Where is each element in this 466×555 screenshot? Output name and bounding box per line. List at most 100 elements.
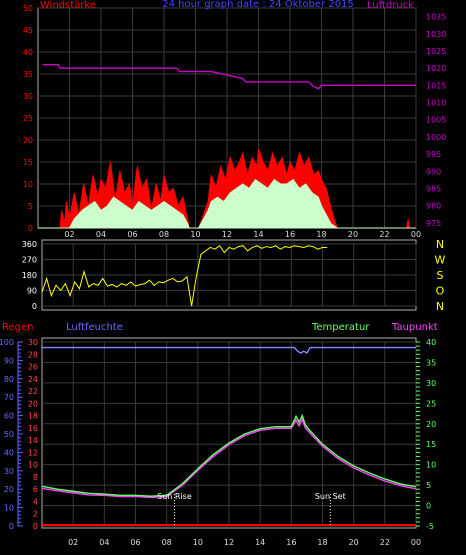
x-tick-label: 16 xyxy=(286,538,296,547)
x-tick-label: 20 xyxy=(349,538,359,547)
secondary-tick-label: 22 xyxy=(28,387,38,396)
secondary-tick-label: 14 xyxy=(28,436,38,445)
direction-tick-label: 360 xyxy=(22,240,37,249)
direction-tick-label: 180 xyxy=(22,271,37,280)
wind-panel-series xyxy=(38,64,416,229)
x-tick-label: 18 xyxy=(317,538,327,547)
humidity-tick-label: 30 xyxy=(4,467,14,476)
compass-label: W xyxy=(435,254,446,267)
pressure-tick-label: 1015 xyxy=(426,81,446,90)
compass-label: N xyxy=(436,300,444,313)
secondary-tick-label: 20 xyxy=(28,399,38,408)
x-tick-label: 08 xyxy=(159,230,169,239)
regen-label: Regen xyxy=(2,322,34,333)
secondary-tick-label: 10 xyxy=(28,461,38,470)
x-tick-label: 02 xyxy=(68,538,78,547)
pressure-tick-label: 995 xyxy=(426,150,441,159)
sun-annotation-label: Sun Set xyxy=(315,492,346,501)
dewpoint-series xyxy=(41,417,417,499)
x-tick-label: 06 xyxy=(130,538,140,547)
secondary-tick-label: 30 xyxy=(28,338,38,347)
x-tick-label: 22 xyxy=(380,538,390,547)
luftfeuchte-label: Luftfeuchte xyxy=(66,322,123,333)
x-tick-label: 10 xyxy=(193,538,203,547)
x-tick-label: 00 xyxy=(411,538,421,547)
compass-label: O xyxy=(436,285,445,298)
humidity-tick-label: 0 xyxy=(9,522,14,531)
humidity-series xyxy=(42,346,416,355)
humidity-tick-label: 80 xyxy=(4,375,14,384)
direction-panel-grid xyxy=(42,243,417,307)
temp-tick-label: -5 xyxy=(426,522,434,531)
temp-tick-label: 25 xyxy=(426,399,436,408)
humidity-tick-label: 50 xyxy=(4,430,14,439)
temp-tick-label: 35 xyxy=(426,358,436,367)
x-tick-label: 22 xyxy=(379,230,389,239)
temp-tick-label: 15 xyxy=(426,440,436,449)
x-tick-label: 00 xyxy=(411,230,421,239)
humidity-tick-label: 60 xyxy=(4,412,14,421)
temp-panel-series xyxy=(41,346,417,526)
temp-tick-label: 10 xyxy=(426,461,436,470)
wind-tick-label: 40 xyxy=(23,48,33,57)
temp-panel-grid xyxy=(42,341,417,527)
pressure-tick-label: 1005 xyxy=(426,116,446,125)
sun-annotations: Sun Rise Sun Set xyxy=(157,492,346,526)
secondary-tick-label: 0 xyxy=(33,522,38,531)
humidity-tick-label: 70 xyxy=(4,393,14,402)
pressure-tick-label: 1030 xyxy=(426,30,446,39)
x-tick-label: 04 xyxy=(99,538,109,547)
pressure-tick-label: 1010 xyxy=(426,99,446,108)
temperatur-label: Temperatur xyxy=(311,322,370,333)
x-tick-label: 08 xyxy=(162,538,172,547)
x-tick-label: 12 xyxy=(222,230,232,239)
wind-tick-label: 35 xyxy=(23,70,33,79)
humidity-tick-label: 10 xyxy=(4,504,14,513)
temp-tick-label: 40 xyxy=(426,338,436,347)
sun-annotation-label: Sun Rise xyxy=(157,492,192,501)
x-tick-label: 04 xyxy=(96,230,106,239)
secondary-tick-label: 16 xyxy=(28,424,38,433)
pressure-tick-label: 1000 xyxy=(426,133,446,142)
direction-tick-label: 270 xyxy=(22,256,37,265)
temperature-right-axis: -5 0 5 10 15 20 25 30 35 40 xyxy=(416,338,436,531)
wind-x-axis: 02 04 06 08 10 12 14 16 18 20 22 00 xyxy=(64,230,421,239)
humidity-tick-label: 40 xyxy=(4,448,14,457)
wind-tick-label: 30 xyxy=(23,92,33,101)
direction-panel-series xyxy=(41,245,328,307)
secondary-tick-label: 2 xyxy=(33,510,38,519)
taupunkt-label: Taupunkt xyxy=(391,322,438,333)
temp-x-axis: 02 04 06 08 10 12 14 16 18 20 22 00 xyxy=(68,538,421,547)
wind-average-series xyxy=(38,178,416,229)
humidity-tick-label: 90 xyxy=(4,356,14,365)
direction-tick-label: 90 xyxy=(27,287,37,296)
temperature-series xyxy=(41,413,417,497)
temp-tick-label: 5 xyxy=(426,481,431,490)
x-tick-label: 14 xyxy=(255,538,265,547)
secondary-tick-label: 18 xyxy=(28,412,38,421)
pressure-tick-label: 1025 xyxy=(426,47,446,56)
secondary-tick-label: 4 xyxy=(33,497,38,506)
x-tick-label: 16 xyxy=(285,230,295,239)
wind-left-axis: 0 5 10 15 20 25 30 35 40 45 50 xyxy=(23,4,33,233)
chart-date-title: 24 hour graph date : 24 Oktober 2015 xyxy=(162,0,354,10)
temp-tick-label: 0 xyxy=(426,502,431,511)
wind-tick-label: 10 xyxy=(23,180,33,189)
pressure-tick-label: 1020 xyxy=(426,64,446,73)
pressure-tick-label: 990 xyxy=(426,167,441,176)
secondary-tick-label: 8 xyxy=(33,473,38,482)
windstaerke-label: Windstärke xyxy=(40,0,96,11)
pressure-series xyxy=(42,64,416,90)
x-tick-label: 20 xyxy=(348,230,358,239)
secondary-tick-label: 24 xyxy=(28,375,38,384)
wind-tick-label: 5 xyxy=(28,202,33,211)
humidity-left-axis: 0 10 20 30 40 50 60 70 80 90 100 xyxy=(0,338,23,531)
compass-label: N xyxy=(436,238,444,251)
pressure-tick-label: 980 xyxy=(426,202,441,211)
wind-tick-label: 0 xyxy=(28,224,33,233)
secondary-tick-label: 12 xyxy=(28,448,38,457)
wind-tick-label: 20 xyxy=(23,136,33,145)
wind-tick-label: 25 xyxy=(23,114,33,123)
humidity-tick-label: 20 xyxy=(4,485,14,494)
pressure-tick-label: 1035 xyxy=(426,13,446,22)
